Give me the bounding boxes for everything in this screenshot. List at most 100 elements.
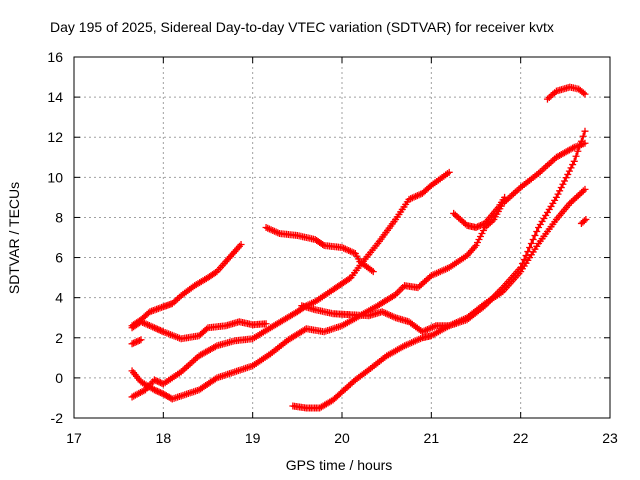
data-point: [338, 244, 346, 252]
data-point: [144, 321, 152, 329]
data-point: [476, 232, 484, 240]
data-point: [458, 217, 466, 225]
data-point: [430, 322, 438, 330]
x-axis-label: GPS time / hours: [286, 457, 393, 473]
data-point: [425, 325, 433, 333]
data-point: [559, 180, 567, 188]
data-point: [445, 168, 453, 176]
data-point: [319, 241, 327, 249]
data-point: [567, 164, 575, 172]
data-point: [557, 184, 565, 192]
data-point: [472, 242, 480, 250]
data-point: [345, 247, 353, 255]
data-point: [345, 275, 353, 283]
data-point: [136, 336, 144, 344]
data-point: [562, 174, 570, 182]
data-point: [383, 310, 391, 318]
data-point: [428, 323, 436, 331]
data-point: [526, 244, 534, 252]
data-point: [579, 89, 587, 97]
data-point: [265, 225, 273, 233]
x-tick-label: 17: [66, 430, 82, 446]
data-point: [577, 137, 585, 145]
chart-title: Day 195 of 2025, Sidereal Day-to-day VTE…: [50, 19, 554, 35]
data-point: [269, 226, 277, 234]
axis-ticks: 17 18 19 20 21 22 23 -2 0 2 4 6 8 10 12 14 16: [47, 49, 618, 446]
data-point: [475, 236, 483, 244]
data-point: [423, 326, 431, 334]
data-point: [341, 245, 349, 253]
data-point: [158, 327, 166, 335]
data-point: [418, 328, 426, 336]
data-point: [581, 185, 589, 193]
data-point: [137, 318, 145, 326]
data-point: [520, 256, 528, 264]
data-point: [211, 269, 219, 277]
data-point: [270, 227, 278, 235]
data-point: [422, 276, 430, 284]
data-point: [382, 309, 390, 317]
data-point: [522, 252, 530, 260]
data-point: [479, 226, 487, 234]
data-point: [581, 90, 589, 98]
data-point: [412, 192, 420, 200]
data-point: [417, 281, 425, 289]
data-point: [456, 215, 464, 223]
y-tick-label: 12: [47, 129, 63, 145]
series-trace-6: [262, 223, 377, 276]
data-point: [387, 311, 395, 319]
y-tick-label: 16: [47, 49, 63, 65]
x-tick-label: 20: [334, 430, 350, 446]
data-point: [237, 241, 245, 249]
x-tick-label: 21: [424, 430, 440, 446]
data-series: [128, 83, 590, 412]
data-point: [274, 229, 282, 237]
series-trace-5: [128, 336, 145, 348]
data-point: [385, 311, 393, 319]
data-point: [149, 385, 157, 393]
data-point: [460, 218, 468, 226]
data-point: [229, 249, 237, 257]
data-point: [569, 144, 577, 152]
data-point: [413, 192, 421, 200]
x-tick-label: 23: [602, 430, 618, 446]
data-point: [147, 322, 155, 330]
data-point: [450, 209, 458, 217]
data-point: [346, 380, 354, 388]
data-point: [581, 127, 589, 135]
data-point: [262, 223, 270, 231]
data-point: [380, 308, 388, 316]
data-point: [341, 385, 349, 393]
data-point: [576, 142, 584, 150]
data-point: [420, 327, 428, 335]
series-trace-8: [289, 185, 589, 412]
y-tick-label: -2: [51, 410, 64, 426]
data-point: [139, 318, 147, 326]
data-point: [453, 212, 461, 220]
data-point: [338, 388, 346, 396]
data-point: [421, 278, 429, 286]
data-point: [478, 229, 486, 237]
data-point: [405, 195, 413, 203]
y-tick-label: 8: [55, 209, 63, 225]
data-point: [471, 243, 479, 251]
data-point: [579, 132, 587, 140]
data-point: [554, 190, 562, 198]
data-point: [262, 320, 270, 328]
data-point: [565, 167, 573, 175]
data-point: [145, 321, 153, 329]
data-point: [407, 195, 415, 203]
y-tick-label: 6: [55, 250, 63, 266]
x-tick-label: 18: [156, 430, 172, 446]
x-tick-label: 22: [513, 430, 529, 446]
series-trace-9: [450, 193, 509, 231]
data-point: [378, 308, 386, 316]
y-tick-label: 2: [55, 330, 63, 346]
data-point: [350, 249, 358, 257]
data-point: [410, 193, 418, 201]
y-tick-label: 10: [47, 169, 63, 185]
data-point: [570, 157, 578, 165]
data-point: [552, 193, 560, 201]
data-point: [408, 194, 416, 202]
series-trace-10: [543, 83, 589, 103]
